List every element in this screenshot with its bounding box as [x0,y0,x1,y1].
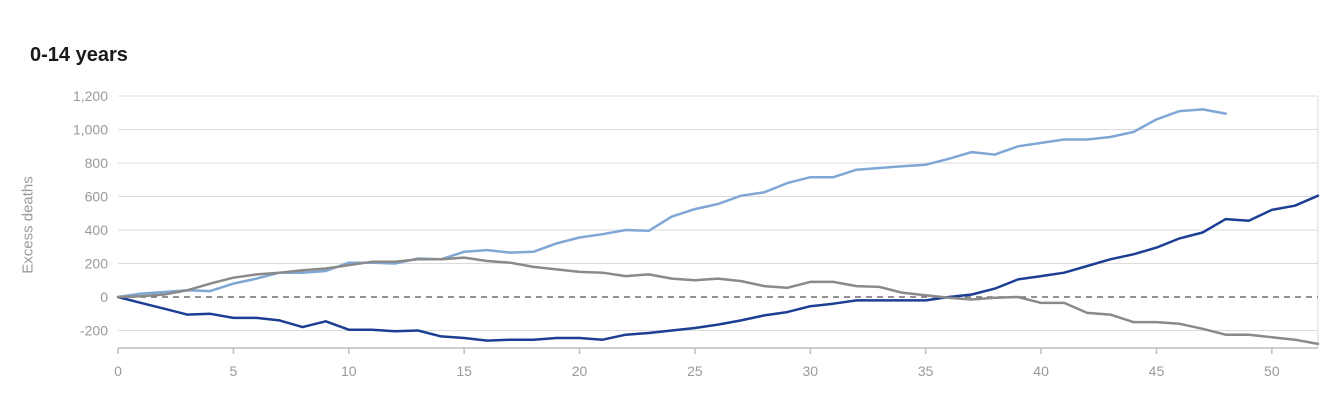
x-tick-label: 40 [1033,363,1049,379]
y-tick-label: -200 [80,323,108,339]
y-tick-label: 400 [85,222,109,238]
x-tick-label: 0 [114,363,122,379]
series-line-2 [116,194,1320,342]
y-axis-ticks: -200 0 200 400 600 800 1,000 1,200 [73,88,108,339]
x-tick-label: 15 [456,363,472,379]
chart-title: 0-14 years [30,44,128,66]
y-tick-label: 200 [85,256,109,272]
x-axis-ticks: 0 5 10 15 20 25 30 35 40 45 50 [114,348,1280,379]
x-tick-label: 10 [341,363,357,379]
series-line-3 [116,256,1320,346]
x-tick-label: 25 [687,363,703,379]
series-line-1 [116,108,1227,299]
series-lines [116,108,1320,346]
grid-lines [118,95,1319,348]
y-tick-label: 1,000 [73,122,108,138]
y-tick-label: 800 [85,155,109,171]
x-tick-label: 35 [918,363,934,379]
x-tick-label: 5 [229,363,237,379]
x-tick-label: 50 [1264,363,1280,379]
y-tick-label: 600 [85,189,109,205]
x-tick-label: 45 [1149,363,1165,379]
y-tick-label: 0 [100,289,108,305]
x-tick-label: 30 [803,363,819,379]
y-tick-label: 1,200 [73,88,108,104]
x-tick-label: 20 [572,363,588,379]
